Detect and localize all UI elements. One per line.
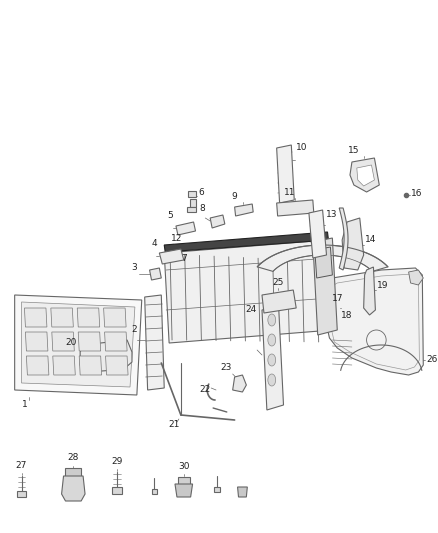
Polygon shape xyxy=(62,476,85,501)
Polygon shape xyxy=(309,210,326,258)
Text: 23: 23 xyxy=(220,363,232,372)
Polygon shape xyxy=(364,267,375,315)
Text: 22: 22 xyxy=(199,385,210,394)
Text: 18: 18 xyxy=(341,311,353,319)
Polygon shape xyxy=(339,208,348,270)
Text: 5: 5 xyxy=(167,211,173,220)
Text: 17: 17 xyxy=(332,294,344,303)
Polygon shape xyxy=(237,487,247,497)
Bar xyxy=(187,207,197,212)
Text: 21: 21 xyxy=(168,420,180,429)
Text: 1: 1 xyxy=(21,400,27,409)
Polygon shape xyxy=(21,302,135,387)
Polygon shape xyxy=(313,238,337,335)
Polygon shape xyxy=(14,295,142,395)
Polygon shape xyxy=(277,200,314,216)
Polygon shape xyxy=(53,356,75,375)
Polygon shape xyxy=(357,165,374,186)
Text: 29: 29 xyxy=(112,457,123,466)
Text: 20: 20 xyxy=(65,338,76,347)
Polygon shape xyxy=(315,247,332,278)
Polygon shape xyxy=(106,356,128,375)
Ellipse shape xyxy=(268,374,276,386)
Bar xyxy=(178,477,190,485)
Text: 8: 8 xyxy=(200,204,205,213)
Text: 27: 27 xyxy=(16,461,27,470)
Text: 11: 11 xyxy=(284,188,295,197)
Polygon shape xyxy=(164,232,328,252)
Text: 2: 2 xyxy=(131,326,137,335)
Polygon shape xyxy=(409,270,423,285)
Polygon shape xyxy=(26,356,49,375)
Bar xyxy=(113,487,122,494)
Polygon shape xyxy=(52,332,74,351)
Polygon shape xyxy=(104,308,126,327)
Bar xyxy=(190,199,195,207)
Text: 3: 3 xyxy=(131,263,137,272)
Polygon shape xyxy=(105,332,127,351)
Polygon shape xyxy=(233,375,246,392)
Bar xyxy=(188,191,195,197)
Text: 14: 14 xyxy=(364,236,376,245)
Bar xyxy=(66,468,81,478)
Polygon shape xyxy=(25,332,48,351)
Polygon shape xyxy=(25,308,47,327)
Polygon shape xyxy=(149,268,161,280)
Bar xyxy=(152,489,157,494)
Polygon shape xyxy=(78,332,101,351)
Polygon shape xyxy=(257,245,388,271)
Bar xyxy=(17,491,26,497)
Polygon shape xyxy=(235,204,253,216)
Polygon shape xyxy=(210,215,225,228)
Text: 24: 24 xyxy=(245,305,256,314)
Text: 28: 28 xyxy=(67,453,79,462)
Polygon shape xyxy=(262,290,296,313)
Text: 13: 13 xyxy=(325,210,337,219)
Text: 12: 12 xyxy=(171,234,183,243)
Ellipse shape xyxy=(268,314,276,326)
Polygon shape xyxy=(77,308,100,327)
Polygon shape xyxy=(325,268,423,375)
Text: 25: 25 xyxy=(272,278,283,287)
Polygon shape xyxy=(51,308,73,327)
Text: 4: 4 xyxy=(152,239,157,248)
Polygon shape xyxy=(342,218,364,270)
Polygon shape xyxy=(159,249,184,264)
Polygon shape xyxy=(262,306,283,410)
Ellipse shape xyxy=(268,354,276,366)
Bar xyxy=(214,487,220,492)
Polygon shape xyxy=(80,340,132,372)
Polygon shape xyxy=(79,356,102,375)
Polygon shape xyxy=(145,295,164,390)
Polygon shape xyxy=(175,484,193,497)
Polygon shape xyxy=(176,222,195,235)
Polygon shape xyxy=(350,158,379,192)
Text: 26: 26 xyxy=(426,356,438,365)
Text: 15: 15 xyxy=(348,146,360,155)
Text: 10: 10 xyxy=(296,143,308,152)
Text: 6: 6 xyxy=(198,188,204,197)
Text: 9: 9 xyxy=(232,192,237,201)
Polygon shape xyxy=(277,145,294,203)
Text: 30: 30 xyxy=(178,462,190,471)
Text: 16: 16 xyxy=(410,189,422,198)
Ellipse shape xyxy=(268,334,276,346)
Polygon shape xyxy=(164,240,332,343)
Text: 7: 7 xyxy=(181,254,187,263)
Text: 19: 19 xyxy=(378,280,389,289)
